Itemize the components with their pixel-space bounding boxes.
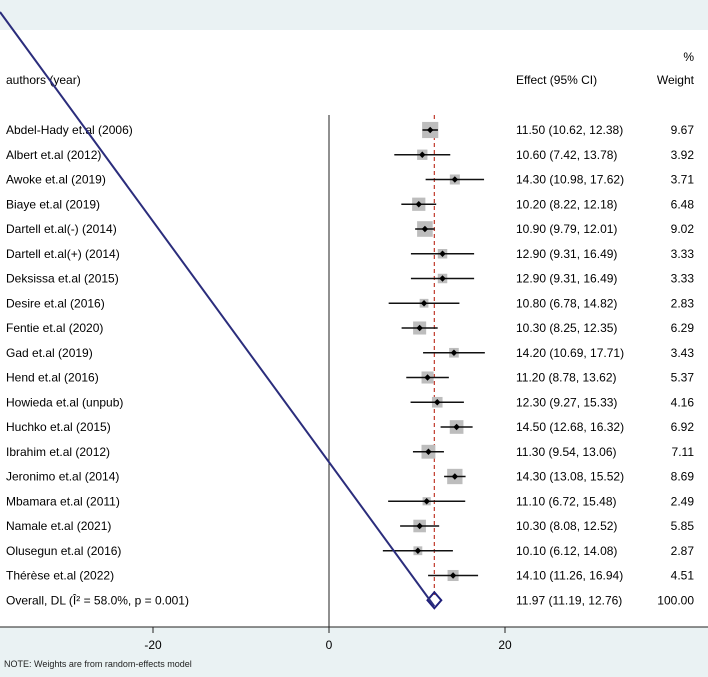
point-estimate: [439, 275, 446, 282]
point-estimate: [439, 250, 446, 257]
point-estimate: [414, 547, 422, 554]
study-label: Abdel-Hady et.al (2006): [6, 123, 133, 137]
study-label: Olusegun et.al (2016): [6, 544, 121, 558]
weight-value: 6.29: [671, 321, 695, 335]
point-estimate: [416, 324, 423, 332]
effect-ci: 14.30 (10.98, 17.62): [516, 173, 624, 187]
weight-value: 3.71: [671, 173, 695, 187]
weight-value: 4.16: [671, 395, 695, 409]
header-studies: authors (year): [6, 73, 81, 87]
effect-ci: 10.30 (8.08, 12.52): [516, 519, 617, 533]
weight-value: 3.43: [671, 346, 695, 360]
point-estimate: [423, 498, 430, 505]
point-estimate: [424, 374, 431, 381]
effect-ci: 14.10 (11.26, 16.94): [516, 569, 623, 583]
overall-weight: 100.00: [657, 593, 694, 607]
overall-diamond: [426, 590, 443, 610]
study-label: Dartell et.al(+) (2014): [6, 247, 120, 261]
point-estimate: [419, 151, 426, 158]
point-estimate: [420, 300, 428, 307]
point-estimate: [451, 473, 459, 480]
study-label: Gad et.al (2019): [6, 346, 93, 360]
weight-value: 5.37: [671, 371, 695, 385]
study-label: Dartell et.al(-) (2014): [6, 222, 117, 236]
study-label: Hend et.al (2016): [6, 371, 99, 385]
study-label: Jeronimo et.al (2014): [6, 470, 119, 484]
effect-ci: 14.50 (12.68, 16.32): [516, 420, 624, 434]
study-label: Howieda et.al (unpub): [6, 395, 123, 409]
weight-value: 9.67: [671, 123, 695, 137]
effect-ci: 11.20 (8.78, 13.62): [516, 371, 617, 385]
overall-label: Overall, DL (Î² = 58.0%, p = 0.001): [6, 592, 189, 607]
footnote: NOTE: Weights are from random-effects mo…: [4, 659, 192, 669]
effect-ci: 10.90 (9.79, 12.01): [516, 222, 617, 236]
effect-ci: 14.30 (13.08, 15.52): [516, 470, 624, 484]
effect-ci: 14.20 (10.69, 17.71): [516, 346, 624, 360]
effect-ci: 12.90 (9.31, 16.49): [516, 247, 617, 261]
x-tick-label: 0: [326, 638, 333, 652]
study-label: Albert et.al (2012): [6, 148, 101, 162]
study-label: Namale et.al (2021): [6, 519, 111, 533]
study-label: Biaye et.al (2019): [6, 197, 100, 211]
header-effect: Effect (95% CI): [516, 73, 597, 87]
overall-effect-ci: 11.97 (11.19, 12.76): [516, 593, 622, 607]
weight-value: 7.11: [672, 445, 695, 459]
stray-diagonal-line: [0, 11, 436, 607]
weight-value: 9.02: [671, 222, 695, 236]
effect-ci: 12.90 (9.31, 16.49): [516, 272, 617, 286]
weight-value: 6.92: [671, 420, 695, 434]
weight-value: 5.85: [671, 519, 695, 533]
point-estimate: [451, 176, 459, 183]
effect-ci: 10.10 (6.12, 14.08): [516, 544, 617, 558]
weight-value: 2.83: [671, 296, 695, 310]
weight-value: 2.87: [671, 544, 695, 558]
study-label: Fentie et.al (2020): [6, 321, 103, 335]
effect-ci: 10.80 (6.78, 14.82): [516, 296, 617, 310]
effect-ci: 11.50 (10.62, 12.38): [516, 123, 623, 137]
weight-value: 2.49: [671, 494, 695, 508]
x-tick-label: 20: [498, 638, 512, 652]
plot-panel: [0, 30, 708, 627]
point-estimate: [415, 201, 422, 208]
study-label: Awoke et.al (2019): [6, 173, 106, 187]
effect-ci: 12.30 (9.27, 15.33): [516, 395, 617, 409]
effect-ci: 11.30 (9.54, 13.06): [516, 445, 617, 459]
point-estimate: [449, 572, 457, 579]
point-estimate: [425, 448, 432, 455]
header-percent: %: [683, 50, 694, 64]
study-label: Deksissa et.al (2015): [6, 272, 119, 286]
study-label: Desire et.al (2016): [6, 296, 105, 310]
weight-value: 6.48: [671, 197, 695, 211]
weight-value: 3.92: [671, 148, 695, 162]
point-estimate: [434, 399, 441, 406]
point-estimate: [416, 522, 423, 530]
point-estimate: [427, 126, 434, 134]
effect-ci: 10.30 (8.25, 12.35): [516, 321, 617, 335]
weight-value: 4.51: [671, 569, 695, 583]
weight-value: 3.33: [671, 247, 695, 261]
point-estimate: [421, 225, 429, 233]
effect-ci: 11.10 (6.72, 15.48): [516, 494, 617, 508]
x-tick-label: -20: [144, 638, 162, 652]
study-label: Ibrahim et.al (2012): [6, 445, 110, 459]
study-label: Huchko et.al (2015): [6, 420, 111, 434]
header-weight: Weight: [657, 73, 695, 87]
weight-value: 8.69: [671, 470, 695, 484]
point-estimate: [450, 349, 458, 356]
weight-value: 3.33: [671, 272, 695, 286]
effect-ci: 10.20 (8.22, 12.18): [516, 197, 617, 211]
effect-ci: 10.60 (7.42, 13.78): [516, 148, 617, 162]
study-label: Mbamara et.al (2011): [6, 494, 120, 508]
point-estimate: [453, 423, 460, 431]
study-label: Thérèse et.al (2022): [6, 569, 114, 583]
